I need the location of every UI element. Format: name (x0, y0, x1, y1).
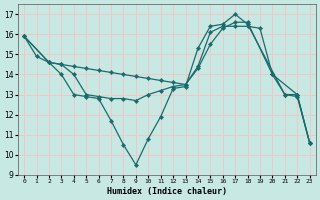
X-axis label: Humidex (Indice chaleur): Humidex (Indice chaleur) (107, 187, 227, 196)
